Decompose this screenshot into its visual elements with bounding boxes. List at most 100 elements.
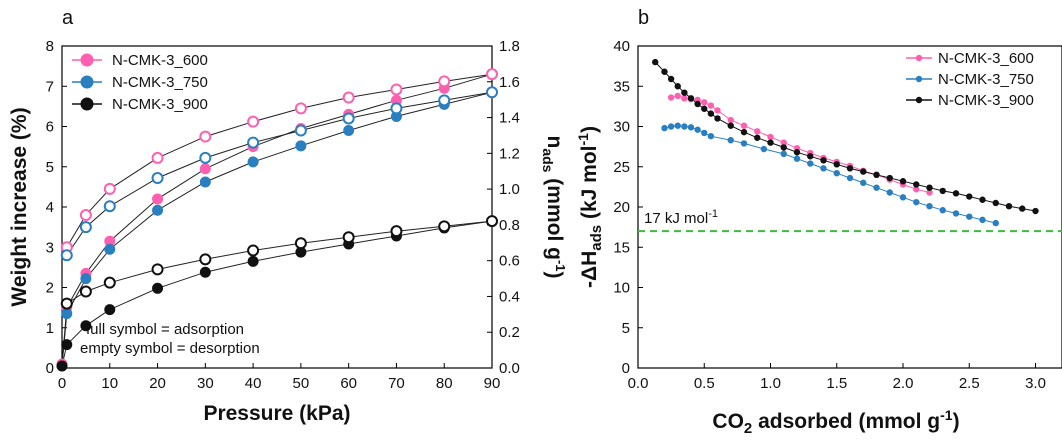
point-n-cmk-3-750-desorption <box>486 86 498 99</box>
point-n-cmk-3-900-heat <box>727 122 734 129</box>
panel-b: b 17 kJ mol-1 0.0 0.5 1.0 1.5 2.0 2.5 3.0 0 5 10 1… <box>575 7 1062 437</box>
panel-b-x-tick-label: 1.0 <box>760 375 781 392</box>
panel-b-y-tick-label: 20 <box>613 199 630 216</box>
legend-a-label-n-cmk-3-600: N-CMK-3_600 <box>112 52 208 69</box>
point-n-cmk-3-750-heat <box>873 184 880 191</box>
panel-a-y2-tick-label: 0.6 <box>499 253 520 270</box>
point-n-cmk-3-750-adsorption <box>295 140 307 152</box>
panel-b-x-tick-label: 3.0 <box>1025 375 1046 392</box>
panel-b-y-tick-label: 15 <box>613 239 630 256</box>
panel-a-y-tick-label: 1 <box>46 320 54 337</box>
point-n-cmk-3-750-adsorption <box>152 204 164 216</box>
point-n-cmk-3-750-heat <box>701 129 708 137</box>
panel-b-y-axis-title: -ΔHads (kJ mol-1) <box>575 126 605 288</box>
panel-b-legend: N-CMK-3_600 N-CMK-3_750 N-CMK-3_900 <box>906 50 1034 109</box>
point-n-cmk-3-600-heat <box>674 92 681 100</box>
point-n-cmk-3-900-heat <box>979 196 986 203</box>
point-n-cmk-3-600-heat <box>707 102 715 109</box>
point-n-cmk-3-900-heat <box>833 161 840 168</box>
panel-a-y2-tick-label: 1.2 <box>499 145 520 162</box>
point-n-cmk-3-600-heat <box>667 94 675 101</box>
point-n-cmk-3-750-heat <box>966 213 973 220</box>
point-n-cmk-3-750-heat <box>780 150 787 158</box>
panel-a-x-tick-label: 70 <box>388 375 405 392</box>
point-n-cmk-3-750-heat <box>667 123 675 130</box>
point-n-cmk-3-900-desorption <box>247 244 260 257</box>
point-n-cmk-3-600-desorption <box>103 182 116 195</box>
point-n-cmk-3-900-heat <box>780 144 787 151</box>
point-n-cmk-3-600-heat <box>727 116 734 124</box>
point-n-cmk-3-900-heat <box>694 100 701 108</box>
point-n-cmk-3-900-heat <box>1032 207 1039 215</box>
panel-b-y-tick-label: 40 <box>613 38 630 55</box>
point-n-cmk-3-600-heat <box>780 139 787 146</box>
point-n-cmk-3-750-heat <box>820 165 827 172</box>
point-n-cmk-3-600-desorption <box>486 68 498 81</box>
panel-a-x-tick-label: 30 <box>197 375 214 392</box>
point-n-cmk-3-750-heat <box>939 207 946 214</box>
point-n-cmk-3-900-desorption <box>199 253 212 266</box>
legend-b-marker-n-cmk-3-600 <box>915 54 923 62</box>
point-n-cmk-3-600-desorption <box>390 83 403 96</box>
point-n-cmk-3-750-desorption <box>247 136 260 149</box>
point-n-cmk-3-600-desorption <box>342 91 355 104</box>
point-n-cmk-3-900-desorption <box>294 237 307 250</box>
point-n-cmk-3-750-heat <box>860 179 867 187</box>
panel-b-y-tick-label: 35 <box>613 78 630 95</box>
panel-a-y-tick-label: 5 <box>46 159 54 176</box>
point-n-cmk-3-900-desorption <box>390 225 403 238</box>
point-n-cmk-3-750-desorption <box>342 112 355 125</box>
point-n-cmk-3-750-heat <box>740 140 748 147</box>
point-n-cmk-3-600-heat <box>754 128 761 135</box>
point-n-cmk-3-750-heat <box>979 216 986 224</box>
panel-b-markers <box>652 58 1039 227</box>
panel-a-y2-tick-label: 1.6 <box>499 74 520 91</box>
point-n-cmk-3-750-heat <box>687 124 695 131</box>
point-n-cmk-3-750-heat <box>952 210 960 217</box>
panel-b-y-tick-label: 10 <box>613 280 630 297</box>
point-n-cmk-3-750-desorption <box>199 151 212 164</box>
point-n-cmk-3-750-adsorption <box>247 156 259 168</box>
point-n-cmk-3-900-heat <box>807 153 814 160</box>
point-n-cmk-3-750-heat <box>886 189 893 196</box>
panel-a-legend: N-CMK-3_600 N-CMK-3_750 N-CMK-3_900 <box>72 52 208 113</box>
legend-a-marker-n-cmk-3-900 <box>80 97 94 111</box>
point-n-cmk-3-900-heat <box>652 58 659 66</box>
panel-a-markers <box>56 68 498 372</box>
panel-a-letter: a <box>62 7 74 29</box>
point-n-cmk-3-900-adsorption <box>61 339 73 351</box>
point-n-cmk-3-750-heat <box>681 123 688 130</box>
point-n-cmk-3-900-adsorption <box>104 304 116 316</box>
point-n-cmk-3-600-heat <box>681 95 688 102</box>
point-n-cmk-3-900-heat <box>701 105 708 112</box>
point-n-cmk-3-900-heat <box>939 187 946 195</box>
legend-a-marker-n-cmk-3-750 <box>80 75 94 89</box>
threshold-label: 17 kJ mol-1 <box>644 208 718 227</box>
point-n-cmk-3-900-heat <box>846 165 854 172</box>
panel-a-x-axis-title: Pressure (kPa) <box>203 402 350 425</box>
panel-b-y-tick-label: 0 <box>622 360 630 377</box>
point-n-cmk-3-750-desorption <box>294 124 307 137</box>
point-n-cmk-3-750-heat <box>899 194 907 201</box>
panel-a-y-tick-label: 0 <box>46 360 54 377</box>
point-n-cmk-3-750-heat <box>833 169 840 177</box>
panel-a-x-tick-label: 40 <box>245 375 262 392</box>
point-n-cmk-3-900-heat <box>767 139 774 146</box>
panel-a-y-tick-label: 4 <box>46 199 54 216</box>
point-n-cmk-3-600-heat <box>701 99 708 106</box>
point-n-cmk-3-900-adsorption <box>56 360 68 372</box>
point-n-cmk-3-600-desorption <box>79 209 92 222</box>
panel-a-y-tick-label: 7 <box>46 78 54 95</box>
point-n-cmk-3-750-heat <box>760 145 768 153</box>
point-n-cmk-3-750-adsorption <box>61 308 73 320</box>
point-n-cmk-3-600-desorption <box>199 130 212 143</box>
point-n-cmk-3-600-desorption <box>438 75 451 88</box>
legend-a-marker-n-cmk-3-600 <box>80 53 94 67</box>
panel-a-y-tick-label: 8 <box>46 38 54 55</box>
point-n-cmk-3-900-heat <box>687 95 695 102</box>
series-line-n-cmk-3-750-adsorption <box>61 91 493 367</box>
panel-a-x-tick-label: 20 <box>149 375 166 392</box>
point-n-cmk-3-750-adsorption <box>80 273 92 285</box>
note-desorption: empty symbol = desorption <box>80 340 260 357</box>
